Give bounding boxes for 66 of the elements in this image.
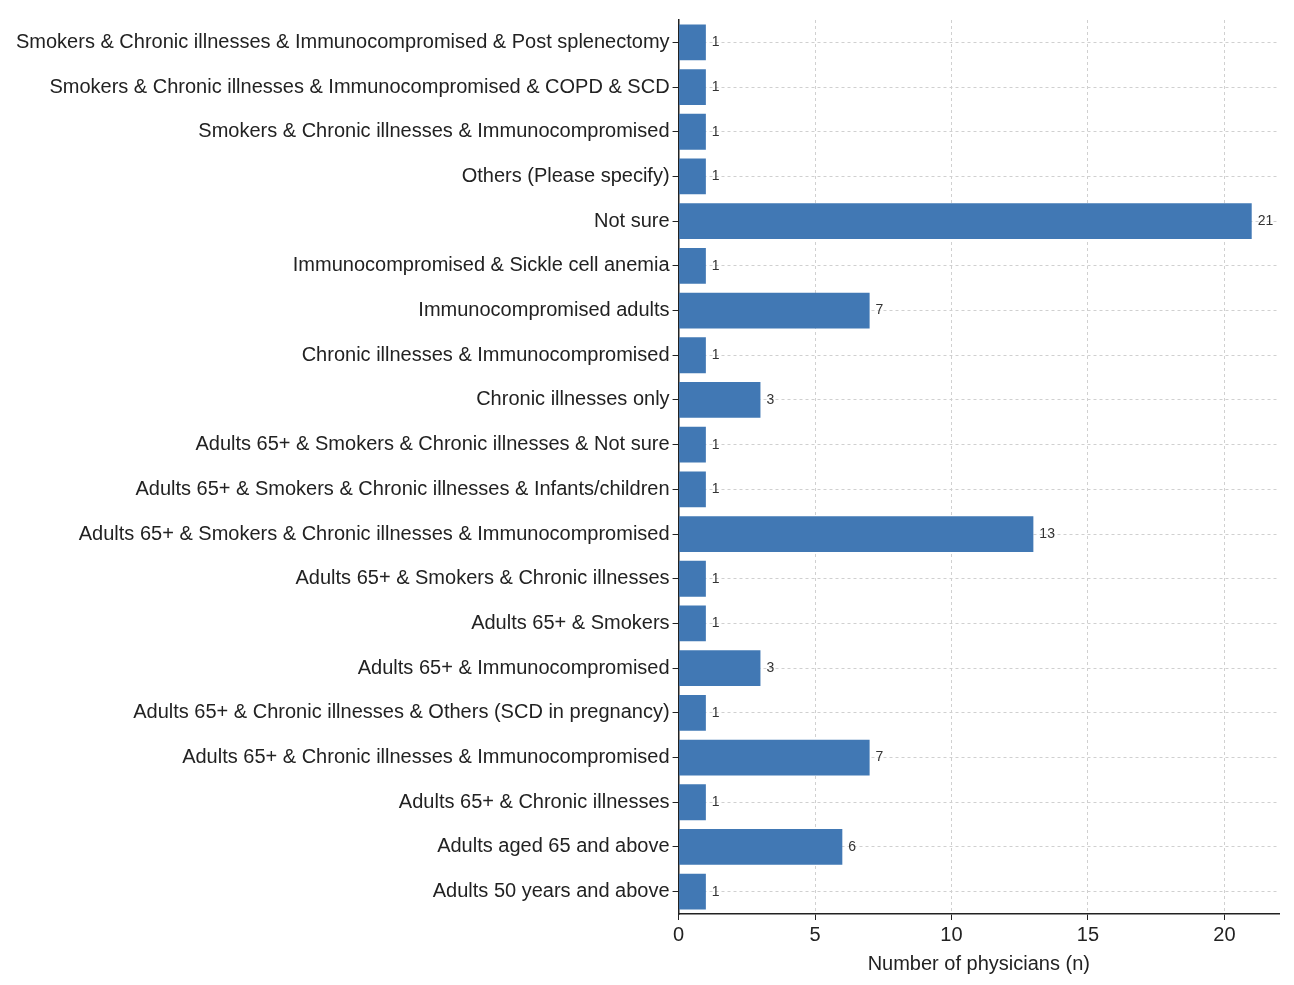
y-tick-label: Immunocompromised adults [418,298,670,321]
data-label: 1 [711,77,720,94]
bar [679,24,706,61]
bar [679,292,870,329]
data-label: 1 [711,122,720,139]
data-label: 1 [711,614,720,631]
y-tick-label: Adults 65+ & Immunocompromised [357,655,670,678]
x-tick-label: 10 [940,922,963,945]
y-tick-label: Adults 65+ & Chronic illnesses & Others (SCD in pregnancy) [133,700,670,723]
y-tick-label: Adults 65+ & Smokers & Chronic illnesses [295,566,670,589]
y-tick-label: Adults aged 65 and above [437,834,670,857]
bar [679,471,706,508]
y-tick-label: Adults 65+ & Smokers & Chronic illnesses & Infants/children [135,476,670,499]
data-label: 1 [711,569,720,586]
y-tick-label: Chronic illnesses & Immunocompromised [301,342,670,365]
bar [679,560,706,597]
bar [679,694,706,731]
y-tick-label: Chronic illnesses only [476,387,670,410]
bar [679,873,706,910]
data-label: 1 [711,435,720,452]
x-tick-label: 15 [1076,922,1100,945]
bar [679,784,706,821]
bar [679,382,761,418]
y-tick-label: Others (Please specify) [461,163,670,186]
bar [679,337,706,374]
data-label: 7 [875,748,884,765]
bar [679,605,706,642]
data-label: 1 [711,33,720,50]
y-tick-label: Adults 50 years and above [432,879,670,902]
bar [679,739,870,776]
y-tick-label: Adults 65+ & Smokers & Chronic illnesses & Immunocompromised [78,521,670,544]
data-label: 3 [766,390,775,407]
data-label: 1 [711,480,720,497]
bar [679,158,706,195]
data-label: 7 [875,301,884,318]
data-label: 21 [1257,212,1274,229]
data-label: 3 [766,659,775,676]
data-label: 1 [711,793,720,810]
y-tick-label: Adults 65+ & Chronic illnesses & Immunocompromised [182,745,670,768]
data-label: 1 [711,703,720,720]
bar [679,203,1252,240]
x-tick-label: 0 [673,922,685,945]
bar [679,426,706,463]
data-label: 1 [711,882,720,899]
bar [679,247,706,284]
bar [679,516,1034,552]
bar [679,69,706,105]
y-tick-label: Adults 65+ & Smokers & Chronic illnesses & Not sure [195,432,670,455]
bar [679,829,843,865]
y-tick-label: Smokers & Chronic illnesses & Immunocompromised [198,119,670,142]
y-tick-label: Smokers & Chronic illnesses & Immunocompromised & COPD & SCD [49,74,670,97]
y-tick-label: Smokers & Chronic illnesses & Immunocompromised & Post splenectomy [16,29,670,52]
bar [679,650,761,687]
data-label: 13 [1039,524,1056,541]
y-tick-label: Immunocompromised & Sickle cell anemia [292,253,671,276]
y-tick-label: Adults 65+ & Chronic illnesses [398,789,670,812]
data-label: 1 [711,256,720,273]
y-tick-label: Not sure [593,208,670,231]
x-axis-title: Number of physicians (n) [867,951,1090,974]
data-label: 1 [711,346,720,363]
data-label: 6 [848,837,857,854]
x-tick-label: 5 [809,922,821,945]
bar [679,113,706,150]
data-label: 1 [711,167,720,184]
x-tick-label: 20 [1213,922,1236,945]
y-tick-label: Adults 65+ & Smokers [471,610,670,633]
